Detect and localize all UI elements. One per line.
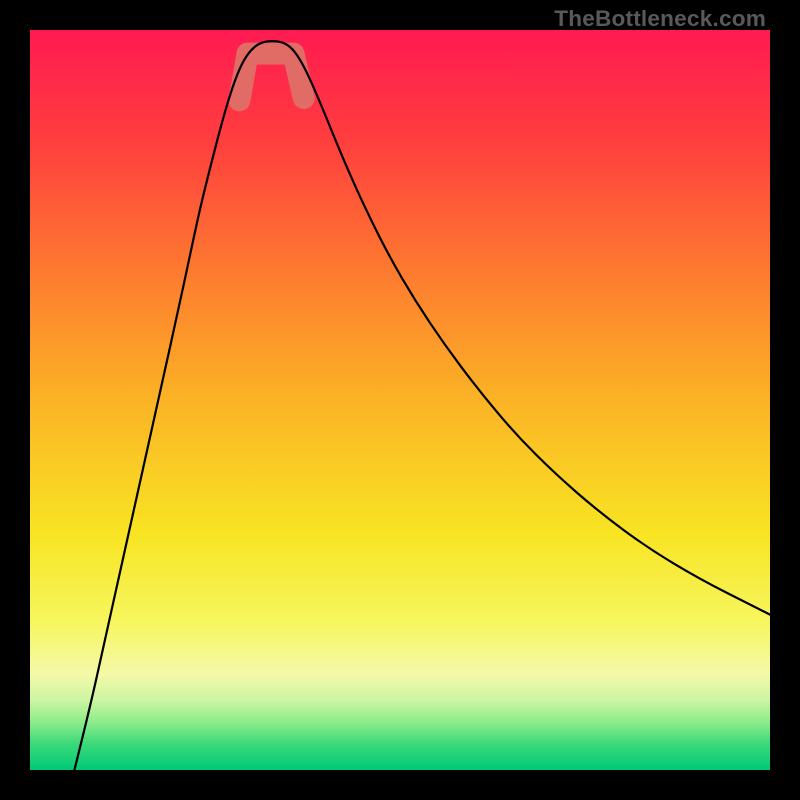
curve-layer	[30, 30, 770, 770]
plot-area	[30, 30, 770, 770]
chart-frame: TheBottleneck.com	[0, 0, 800, 800]
watermark-text: TheBottleneck.com	[554, 6, 766, 32]
overlay-marks	[239, 54, 303, 101]
overlay-mark-segment	[293, 54, 303, 98]
bottleneck-curve	[74, 41, 770, 770]
